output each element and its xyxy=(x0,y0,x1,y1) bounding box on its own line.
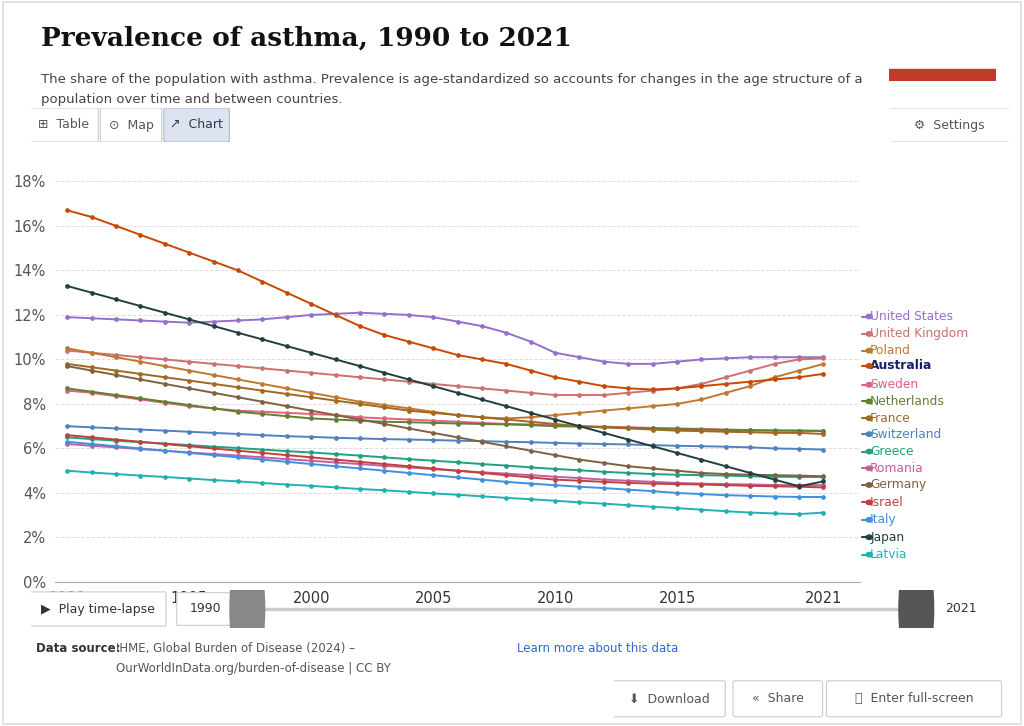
Text: ⛶  Enter full-screen: ⛶ Enter full-screen xyxy=(855,693,974,705)
FancyBboxPatch shape xyxy=(31,592,166,626)
Text: IHME, Global Burden of Disease (2024) –: IHME, Global Burden of Disease (2024) – xyxy=(116,642,354,655)
Text: Our World: Our World xyxy=(907,28,978,41)
Text: population over time and between countries.: population over time and between countri… xyxy=(41,93,342,106)
Text: Sweden: Sweden xyxy=(870,378,919,391)
Text: Germany: Germany xyxy=(870,478,927,492)
Text: ⊙  Map: ⊙ Map xyxy=(109,118,154,131)
Text: Latvia: Latvia xyxy=(870,548,907,561)
Text: «  Share: « Share xyxy=(752,693,804,705)
Text: ▶  Play time-lapse: ▶ Play time-lapse xyxy=(41,603,155,616)
Text: OurWorldInData.org/burden-of-disease | CC BY: OurWorldInData.org/burden-of-disease | C… xyxy=(116,662,390,675)
Text: United States: United States xyxy=(870,310,953,323)
Text: Italy: Italy xyxy=(870,513,897,526)
Text: Netherlands: Netherlands xyxy=(870,395,945,408)
Text: Prevalence of asthma, 1990 to 2021: Prevalence of asthma, 1990 to 2021 xyxy=(41,25,571,50)
Circle shape xyxy=(899,541,934,677)
Text: 1990: 1990 xyxy=(190,603,222,616)
Bar xyxy=(889,69,996,81)
Text: Greece: Greece xyxy=(870,445,913,458)
Text: Japan: Japan xyxy=(870,531,904,544)
FancyBboxPatch shape xyxy=(100,108,162,142)
FancyBboxPatch shape xyxy=(612,681,725,717)
Text: in Data: in Data xyxy=(918,46,968,59)
Text: France: France xyxy=(870,412,911,425)
Text: The share of the population with asthma. Prevalence is age-standardized so accou: The share of the population with asthma.… xyxy=(41,73,862,86)
Text: Israel: Israel xyxy=(870,496,904,509)
Text: ↗  Chart: ↗ Chart xyxy=(170,118,223,131)
FancyBboxPatch shape xyxy=(733,681,822,717)
Text: Learn more about this data: Learn more about this data xyxy=(517,642,678,655)
Text: ⬇  Download: ⬇ Download xyxy=(629,693,710,705)
Circle shape xyxy=(230,541,264,677)
Text: Australia: Australia xyxy=(870,359,933,372)
FancyBboxPatch shape xyxy=(177,592,236,625)
Text: Poland: Poland xyxy=(870,344,911,357)
Text: Romania: Romania xyxy=(870,462,924,475)
Text: ⚙  Settings: ⚙ Settings xyxy=(914,118,985,131)
Text: United Kingdom: United Kingdom xyxy=(870,327,969,340)
FancyBboxPatch shape xyxy=(826,681,1001,717)
Text: Data source:: Data source: xyxy=(36,642,121,655)
FancyBboxPatch shape xyxy=(29,108,98,142)
FancyBboxPatch shape xyxy=(164,108,229,142)
FancyBboxPatch shape xyxy=(888,108,1012,142)
Text: 2021: 2021 xyxy=(945,603,977,616)
Text: Switzerland: Switzerland xyxy=(870,428,941,441)
Text: ⊞  Table: ⊞ Table xyxy=(38,118,89,131)
